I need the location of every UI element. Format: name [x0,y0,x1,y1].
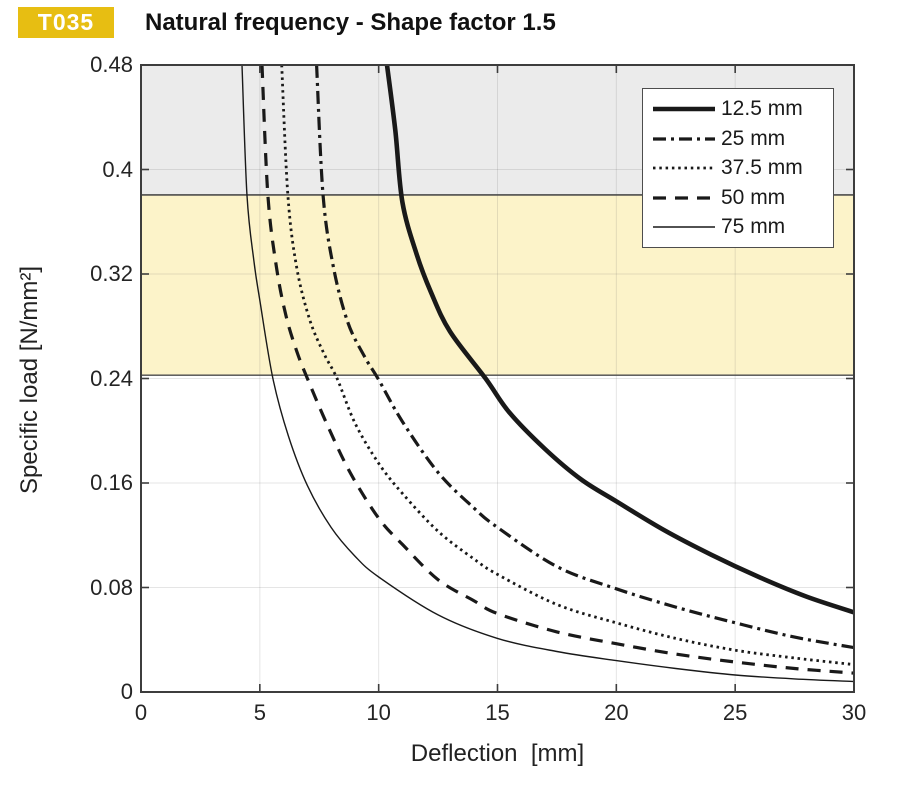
curves [241,65,854,683]
legend-item: 37.5 mm [653,155,825,182]
chart-code-badge: T035 [18,7,114,38]
legend-item: 12.5 mm [653,96,825,123]
curve-25mm [315,65,854,650]
x-tick-label: 0 [134,700,148,725]
y-tick-label: 0.08 [90,574,133,600]
axis-ticks [140,64,855,693]
legend: 12.5 mm 25 mm 37.5 mm 50 mm 75 mm [642,88,834,248]
legend-item: 50 mm [653,184,825,211]
legend-label: 12.5 mm [721,97,803,120]
curve-37.5mm [280,65,854,666]
legend-line-sample [653,106,715,112]
x-tick-label: 15 [485,700,510,725]
y-tick-label: 0.16 [90,470,133,495]
legend-label: 37.5 mm [721,156,803,179]
curve-12.5mm [384,65,854,615]
legend-line-sample [653,195,715,200]
legend-label: 50 mm [721,185,786,209]
legend-item: 75 mm [653,214,825,241]
legend-line-sample [653,226,715,228]
legend-item: 25 mm [653,125,825,152]
y-tick-label: 0.48 [90,52,133,77]
x-tick-label: 10 [366,700,391,725]
legend-line-sample [653,166,715,170]
legend-label: 25 mm [721,126,786,150]
y-tick-label: 0.32 [90,261,133,286]
curve-75mm [241,65,854,683]
y-tick-label: 0 [120,679,133,704]
legend-label: 75 mm [721,215,786,238]
legend-line-sample [653,136,715,141]
y-tick-label: 0.24 [90,365,133,391]
x-tick-label: 20 [604,700,629,725]
x-tick-label: 25 [722,700,748,725]
y-tick-label: 0.4 [102,156,133,182]
y-axis-label: Specific load [N/mm²] [16,265,43,495]
x-axis-label: Deflection [mm] [410,740,585,767]
x-tick-label: 30 [841,700,867,725]
x-tick-label: 5 [253,700,266,725]
chart-title: Natural frequency - Shape factor 1.5 [145,9,556,36]
